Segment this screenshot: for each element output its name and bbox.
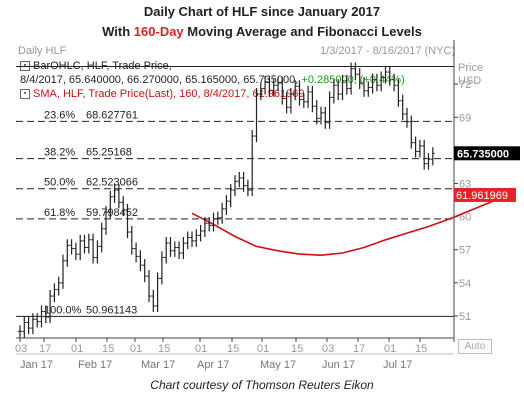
- x-tick-label: 15: [227, 343, 239, 355]
- y-tick-label: 72: [459, 79, 471, 91]
- month-label: Jun 17: [322, 359, 355, 371]
- x-tick-label: 15: [415, 343, 427, 355]
- fib-percent-label: 100.0%: [44, 304, 82, 316]
- sma-legend: ▪ SMA, HLF, Trade Price(Last), 160, 8/4/2…: [20, 88, 305, 100]
- y-tick-label: 69: [459, 112, 471, 124]
- last-price-label: 65.735000: [457, 148, 509, 160]
- month-label: Jan 17: [20, 359, 53, 371]
- x-tick-label: 15: [158, 343, 170, 355]
- fib-value-label: 65.25168: [86, 147, 132, 159]
- ohlc-change: +0.285000, (+0.44%): [301, 74, 405, 86]
- date-range: 1/3/2017 - 8/16/2017 (NYC): [320, 45, 456, 57]
- month-label: Apr 17: [197, 359, 229, 371]
- month-label: Jul 17: [383, 359, 412, 371]
- x-tick-label: 15: [291, 343, 303, 355]
- fib-percent-label: 38.2%: [44, 147, 75, 159]
- subtitle-prefix: With: [102, 24, 134, 39]
- x-tick-label: 01: [384, 343, 396, 355]
- y-tick-label: 63: [459, 178, 471, 190]
- y-tick-label: 54: [459, 278, 471, 290]
- month-label: Feb 17: [78, 359, 112, 371]
- sma-line: [191, 194, 507, 257]
- x-tick-label: 01: [71, 343, 83, 355]
- x-tick-label: 01: [195, 343, 207, 355]
- x-tick-label: 15: [102, 343, 114, 355]
- x-tick-label: 03: [15, 343, 27, 355]
- y-tick-label: 51: [459, 311, 471, 323]
- chart-subtitle: With 160-Day Moving Average and Fibonacc…: [0, 24, 524, 39]
- sma-legend-text: SMA, HLF, Trade Price(Last), 160, 8/4/20…: [33, 88, 305, 100]
- month-label: May 17: [260, 359, 296, 371]
- month-label: Mar 17: [141, 359, 175, 371]
- chart-credit: Chart courtesy of Thomson Reuters Eikon: [150, 378, 374, 392]
- axis-unit: Price USD: [458, 62, 484, 87]
- sma-value-tag: [454, 187, 516, 202]
- x-tick-label: 03: [322, 343, 334, 355]
- fib-percent-label: 61.8%: [44, 207, 75, 219]
- fib-percent-label: 23.6%: [44, 109, 75, 121]
- last-price-tag: [454, 146, 520, 161]
- ohlc-values: 8/4/2017, 65.640000, 66.270000, 65.16500…: [20, 74, 299, 86]
- subtitle-highlight: 160-Day: [133, 24, 184, 39]
- x-tick-label: 17: [39, 343, 51, 355]
- collapse-icon[interactable]: ▪: [20, 89, 30, 100]
- fib-value-label: 68.627761: [86, 109, 138, 121]
- fib-value-label: 62.523066: [86, 177, 138, 189]
- sma-value-label: 61.961969: [456, 190, 508, 202]
- chart-name: Daily HLF: [18, 45, 67, 57]
- fib-value-label: 50.961143: [86, 304, 137, 316]
- fib-value-label: 59.798452: [86, 207, 138, 219]
- chart-title: Daily Chart of HLF since January 2017: [143, 4, 381, 19]
- y-tick-label: 57: [459, 245, 471, 257]
- subtitle-suffix: Moving Average and Fibonacci Levels: [183, 24, 422, 39]
- ohlc-legend-line2: 8/4/2017, 65.640000, 66.270000, 65.16500…: [20, 74, 405, 86]
- fib-percent-label: 50.0%: [44, 177, 75, 189]
- x-tick-label: 01: [130, 343, 142, 355]
- auto-scale-button[interactable]: Auto: [458, 339, 492, 354]
- x-tick-label: 01: [257, 343, 269, 355]
- x-tick-label: 17: [353, 343, 365, 355]
